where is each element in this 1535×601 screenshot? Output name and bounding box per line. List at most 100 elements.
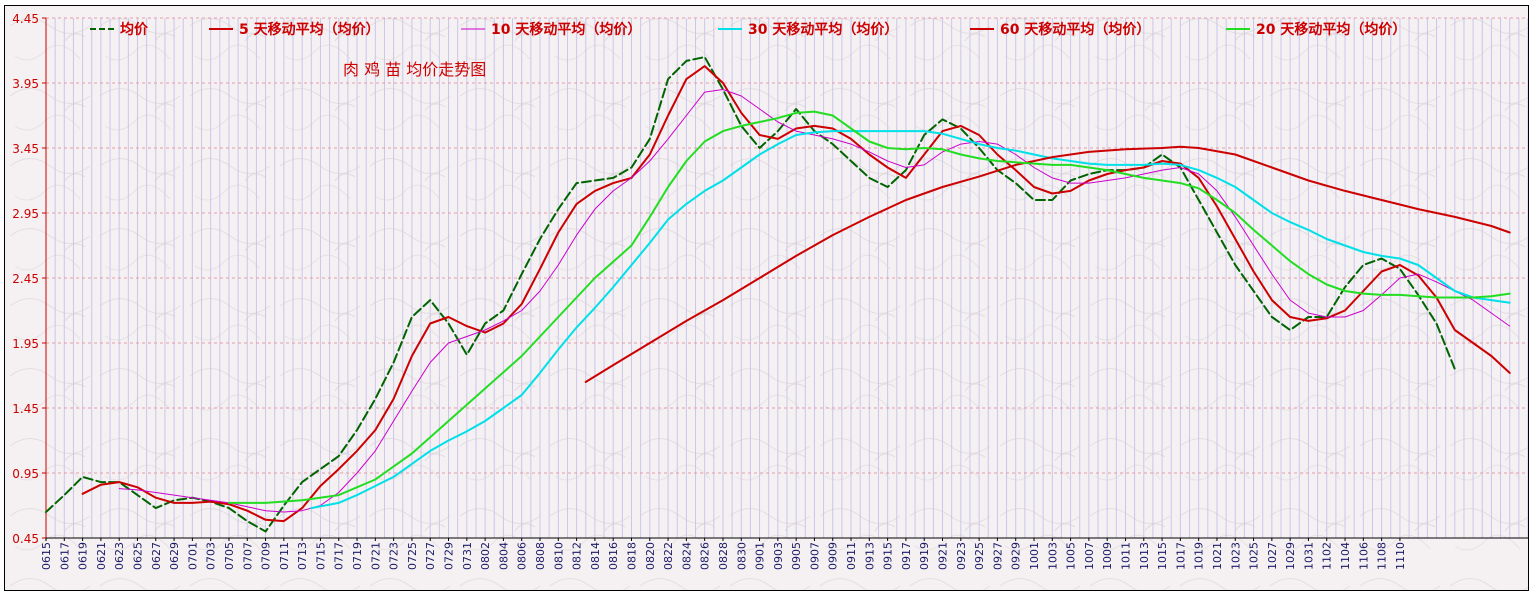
series-lines bbox=[45, 56, 1511, 533]
legend-label-3: 30 天移动平均（均价） bbox=[748, 21, 898, 38]
y-tick-label: 3.45 bbox=[12, 142, 39, 156]
x-tick-label: 1108 bbox=[1376, 542, 1389, 570]
x-tick-label: 0707 bbox=[241, 542, 254, 570]
x-tick-label: 0629 bbox=[168, 542, 181, 570]
legend-label-4: 60 天移动平均（均价） bbox=[1000, 21, 1150, 38]
y-tick-label: 2.95 bbox=[12, 207, 39, 221]
x-tick-label: 1003 bbox=[1046, 542, 1059, 570]
x-tick-label: 1106 bbox=[1357, 542, 1370, 570]
y-tick-label: 1.95 bbox=[12, 337, 39, 351]
chart-title: 肉 鸡 苗 均价走势图 bbox=[343, 60, 486, 79]
x-tick-label: 1001 bbox=[1028, 542, 1041, 570]
x-tick-label: 0723 bbox=[388, 542, 401, 570]
x-tick-label: 0919 bbox=[918, 542, 931, 570]
x-tick-label: 0623 bbox=[113, 542, 126, 570]
x-tick-label: 0929 bbox=[1010, 542, 1023, 570]
series-line-0 bbox=[45, 56, 1456, 533]
x-tick-label: 1021 bbox=[1211, 542, 1224, 570]
legend: 均价 5 天移动平均（均价） 10 天移动平均（均价） 30 天移动平均（均价） 60 … bbox=[90, 21, 1406, 38]
x-tick-label: 0619 bbox=[77, 542, 90, 570]
x-tick-label: 0721 bbox=[369, 542, 382, 570]
price-trend-chart: 0.45 0.95 1.45 1.95 2.45 2.95 3.45 3.95 4.45 061… bbox=[5, 6, 1528, 590]
x-tick-label: 0713 bbox=[296, 542, 309, 570]
x-tick-label: 0711 bbox=[278, 542, 291, 570]
x-tick-label: 1110 bbox=[1394, 542, 1407, 570]
x-tick-label: 0703 bbox=[205, 542, 218, 570]
x-tick-labels: 0615 0617 0619 0621 0623 0625 0627 0629 0701 0703… bbox=[40, 538, 1407, 570]
chart-frame: 0.45 0.95 1.45 1.95 2.45 2.95 3.45 3.95 4.45 061… bbox=[4, 5, 1529, 591]
y-tick-labels: 0.45 0.95 1.45 1.95 2.45 2.95 3.45 3.95 4.45 bbox=[12, 12, 39, 546]
y-tick-label: 2.45 bbox=[12, 272, 39, 286]
x-tick-label: 0709 bbox=[260, 542, 273, 570]
x-tick-label: 0617 bbox=[58, 542, 71, 570]
y-tick-label: 3.95 bbox=[12, 77, 39, 91]
x-tick-label: 0911 bbox=[845, 542, 858, 570]
x-tick-label: 0810 bbox=[552, 542, 565, 570]
x-tick-label: 1015 bbox=[1156, 542, 1169, 570]
x-tick-label: 0804 bbox=[497, 542, 510, 570]
series-line-1 bbox=[81, 65, 1511, 523]
x-tick-label: 1017 bbox=[1174, 542, 1187, 570]
x-tick-label: 0915 bbox=[882, 542, 895, 570]
x-tick-label: 0925 bbox=[973, 542, 986, 570]
x-tick-label: 0828 bbox=[717, 542, 730, 570]
series-line-4 bbox=[584, 145, 1511, 383]
x-tick-label: 1019 bbox=[1193, 542, 1206, 570]
x-tick-label: 0615 bbox=[40, 542, 53, 570]
x-tick-label: 0927 bbox=[991, 542, 1004, 570]
x-tick-label: 0814 bbox=[589, 542, 602, 570]
x-tick-label: 1011 bbox=[1119, 542, 1132, 570]
x-tick-label: 0812 bbox=[571, 542, 584, 570]
x-tick-label: 0725 bbox=[406, 542, 419, 570]
x-tick-label: 1031 bbox=[1302, 542, 1315, 570]
x-tick-label: 0913 bbox=[863, 542, 876, 570]
x-tick-label: 0917 bbox=[900, 542, 913, 570]
x-tick-label: 0903 bbox=[772, 542, 785, 570]
x-tick-label: 0701 bbox=[186, 542, 199, 570]
series-line-3 bbox=[310, 130, 1511, 510]
x-tick-label: 0621 bbox=[95, 542, 108, 570]
series-line-2 bbox=[118, 89, 1511, 513]
x-tick-label: 1005 bbox=[1065, 542, 1078, 570]
x-tick-label: 1013 bbox=[1138, 542, 1151, 570]
x-tick-label: 1027 bbox=[1266, 542, 1279, 570]
x-tick-label: 0820 bbox=[644, 542, 657, 570]
x-tick-label: 0625 bbox=[131, 542, 144, 570]
x-tick-label: 0901 bbox=[754, 542, 767, 570]
x-tick-label: 0905 bbox=[790, 542, 803, 570]
x-tick-label: 0824 bbox=[680, 542, 693, 570]
legend-label-5: 20 天移动平均（均价） bbox=[1256, 21, 1406, 38]
x-tick-label: 0818 bbox=[625, 542, 638, 570]
x-tick-label: 0802 bbox=[479, 542, 492, 570]
x-tick-label: 0627 bbox=[150, 542, 163, 570]
y-tick-label: 0.45 bbox=[12, 532, 39, 546]
x-tick-label: 0808 bbox=[534, 542, 547, 570]
legend-label-1: 5 天移动平均（均价） bbox=[239, 21, 380, 38]
y-tick-label: 4.45 bbox=[12, 12, 39, 26]
x-tick-label: 0907 bbox=[808, 542, 821, 570]
x-tick-label: 0822 bbox=[662, 542, 675, 570]
y-tick-label: 1.45 bbox=[12, 402, 39, 416]
x-tick-label: 1102 bbox=[1321, 542, 1334, 570]
y-tick-label: 0.95 bbox=[12, 467, 39, 481]
x-tick-label: 0830 bbox=[735, 542, 748, 570]
x-tick-label: 0705 bbox=[223, 542, 236, 570]
x-tick-label: 0806 bbox=[516, 542, 529, 570]
x-tick-label: 0921 bbox=[937, 542, 950, 570]
x-tick-label: 1029 bbox=[1284, 542, 1297, 570]
x-tick-label: 0826 bbox=[699, 542, 712, 570]
grid-lines bbox=[42, 17, 1528, 539]
x-tick-label: 1023 bbox=[1229, 542, 1242, 570]
x-tick-label: 1104 bbox=[1339, 542, 1352, 570]
x-tick-label: 0729 bbox=[443, 542, 456, 570]
x-tick-label: 0816 bbox=[607, 542, 620, 570]
legend-label-2: 10 天移动平均（均价） bbox=[491, 21, 641, 38]
x-tick-label: 1025 bbox=[1248, 542, 1261, 570]
legend-label-0: 均价 bbox=[120, 21, 149, 38]
x-tick-label: 1009 bbox=[1101, 542, 1114, 570]
x-tick-label: 0727 bbox=[424, 542, 437, 570]
x-tick-label: 0717 bbox=[333, 542, 346, 570]
x-tick-label: 0923 bbox=[955, 542, 968, 570]
axes bbox=[45, 18, 1528, 539]
series-line-5 bbox=[228, 110, 1511, 504]
